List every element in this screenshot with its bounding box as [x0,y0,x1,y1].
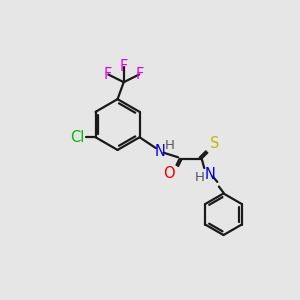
Text: H: H [165,139,175,152]
Text: N: N [154,144,165,159]
Text: N: N [205,167,216,182]
Text: F: F [103,67,112,82]
Text: F: F [136,67,144,82]
Text: Cl: Cl [70,130,84,145]
Text: F: F [120,59,128,74]
Text: O: O [163,166,175,181]
Text: S: S [210,136,220,151]
Text: H: H [195,171,205,184]
